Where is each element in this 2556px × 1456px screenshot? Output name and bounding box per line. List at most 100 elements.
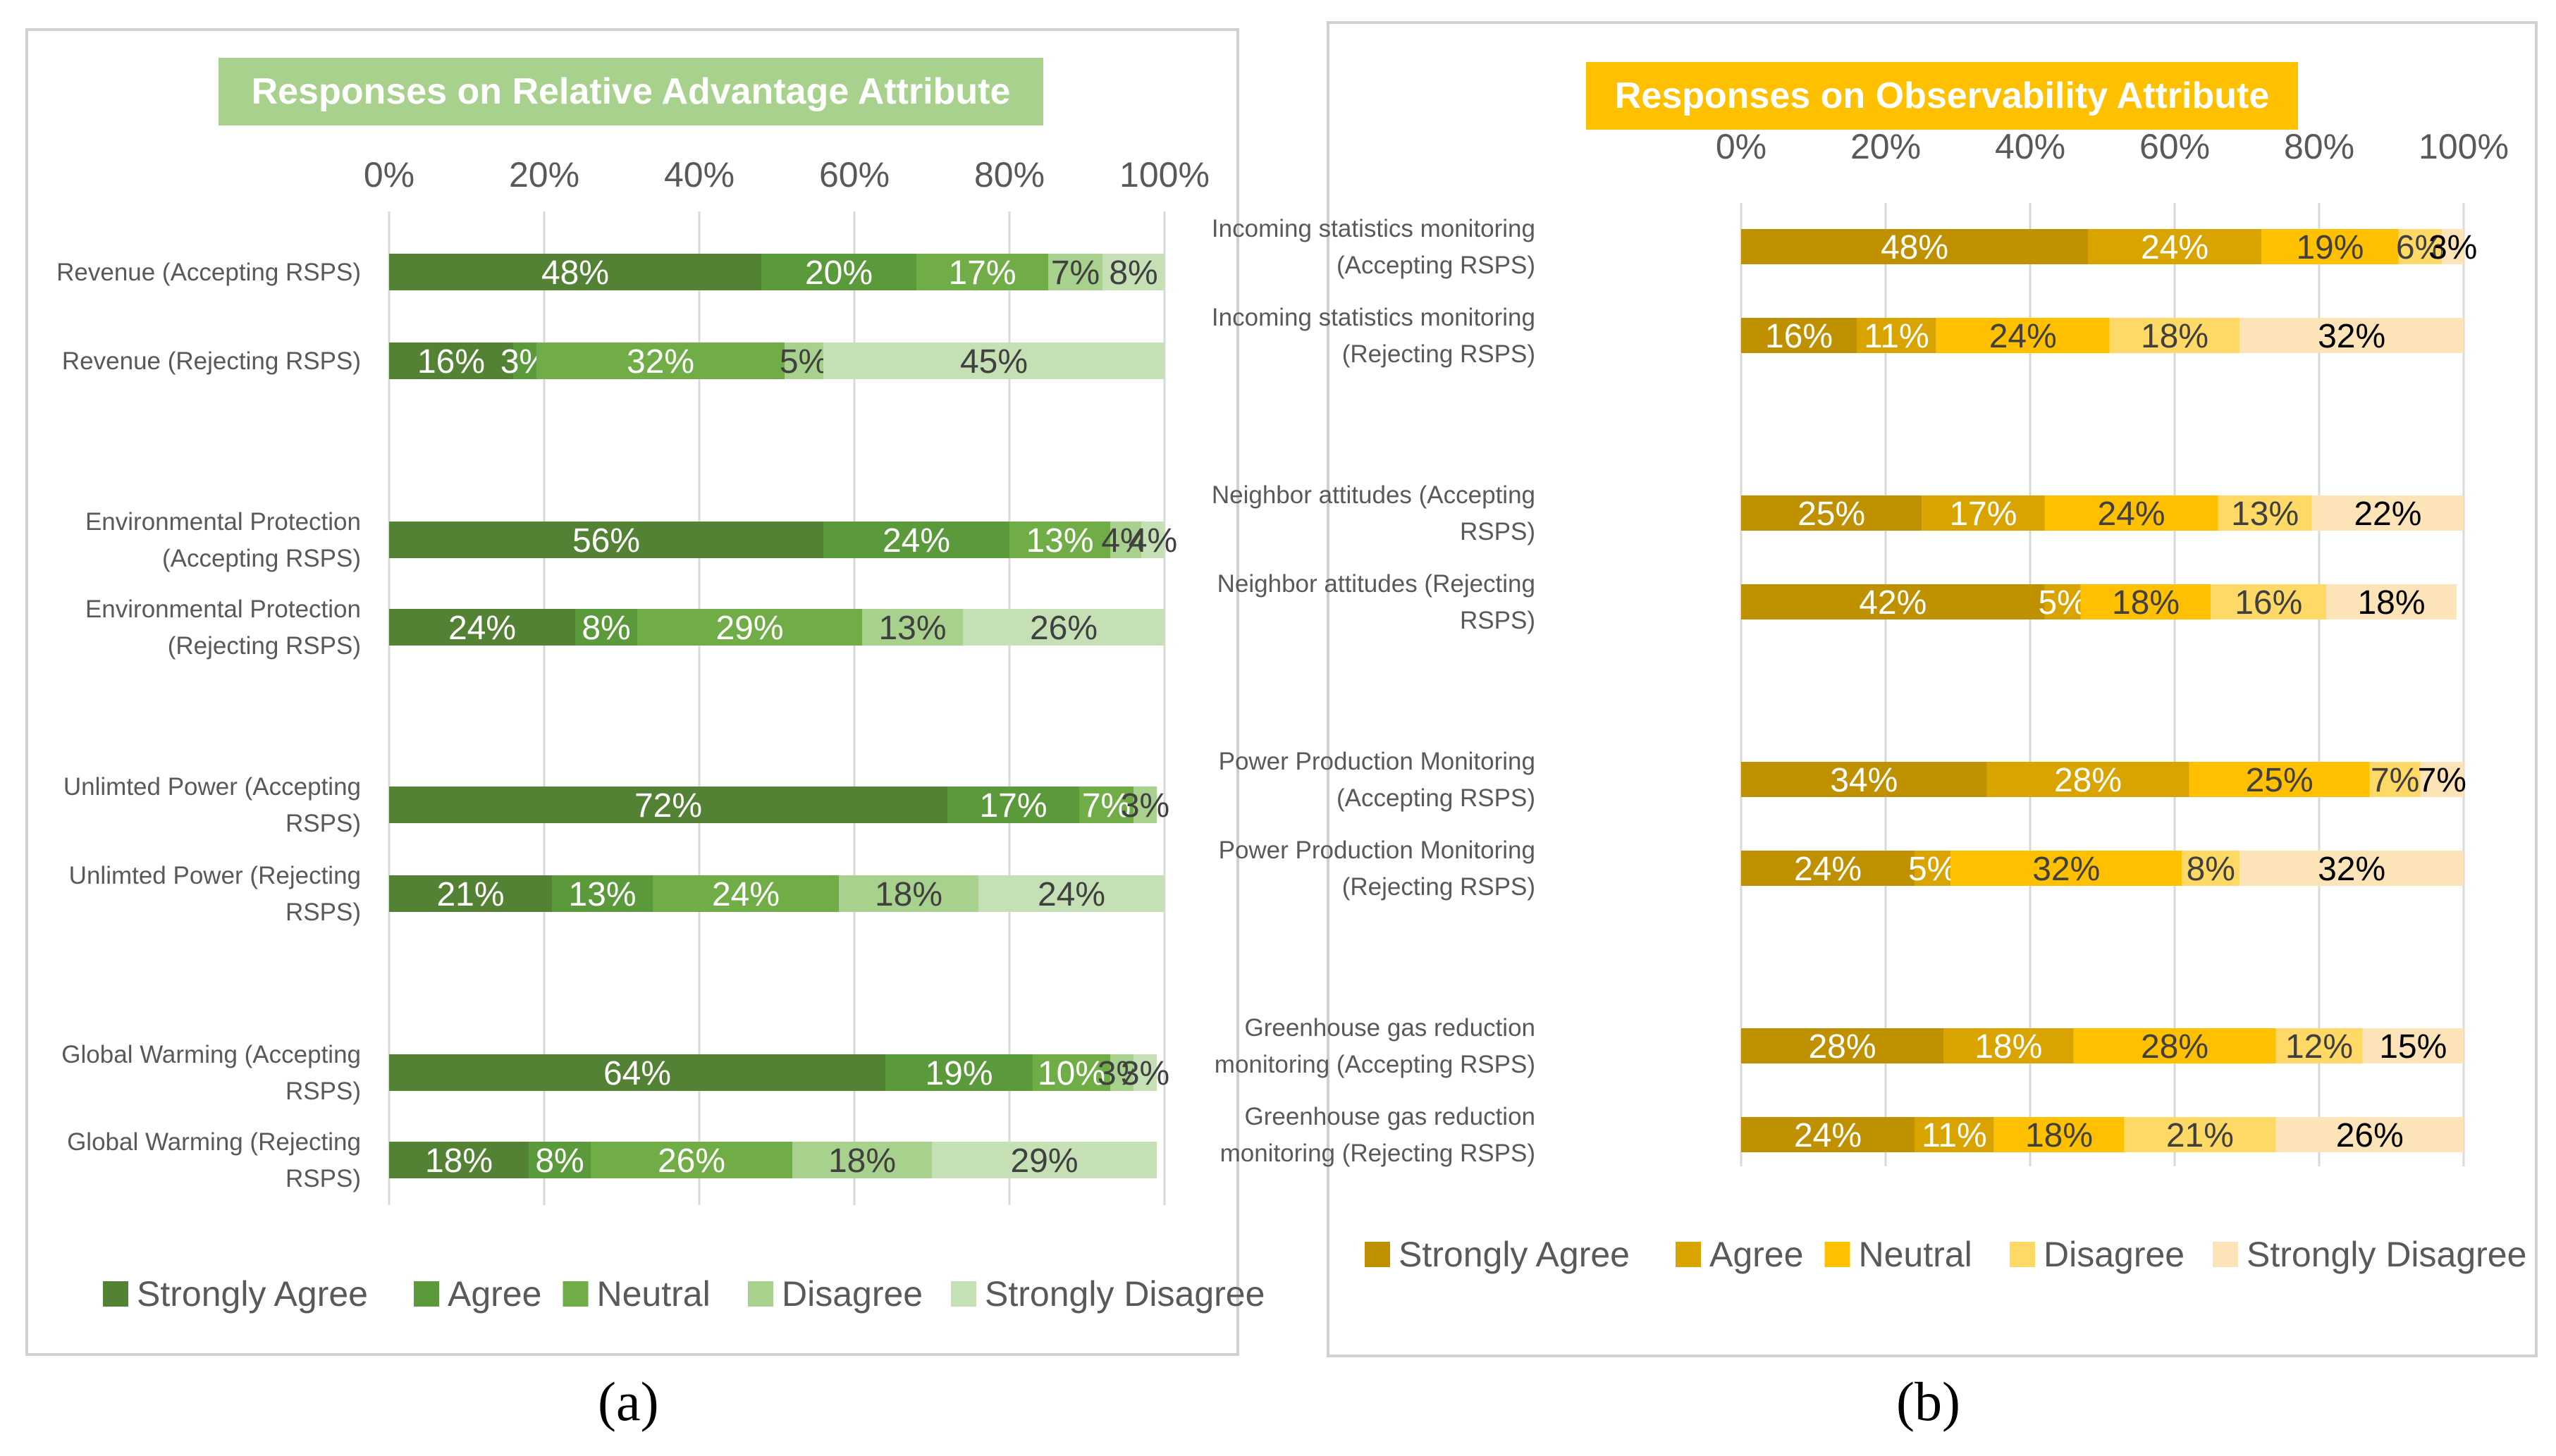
bar-a-4-3 [1133,786,1157,823]
bar-a-7-2 [591,1142,792,1178]
data-label-b-1-0: 16% [1765,318,1833,355]
data-label-b-6-1: 18% [1974,1028,2042,1066]
data-label-b-5-4: 32% [2318,851,2385,888]
category-label-a-3: Environmental Protection (Rejecting RSPS) [85,596,361,660]
data-label-b-0-3: 6% [2396,229,2445,266]
category-label-b-6: Greenhouse gas reduction monitoring (Acce… [1215,1014,1535,1078]
data-label-a-5-2: 24% [712,876,780,913]
data-label-a-4-0: 72% [634,787,702,825]
data-label-b-3-0: 42% [1859,584,1927,622]
legend-swatch-a-2 [563,1281,589,1307]
data-label-b-7-0: 24% [1794,1117,1862,1154]
data-label-a-2-2: 13% [1026,522,1093,560]
bar-b-5-0 [1741,851,1915,886]
data-label-a-4-1: 17% [979,787,1047,825]
data-label-b-6-3: 12% [2285,1028,2353,1066]
data-label-b-4-1: 28% [2054,762,2122,799]
bar-a-1-2 [536,343,785,379]
bar-a-2-0 [389,522,823,558]
data-label-b-2-4: 22% [2354,495,2421,533]
bar-b-2-4 [2311,495,2464,531]
legend-swatch-b-0 [1365,1242,1390,1267]
tick-label-b-3: 60% [2139,127,2210,166]
bar-a-2-3 [1110,522,1141,558]
bar-b-4-4 [2420,762,2464,797]
bar-a-0-1 [761,254,916,290]
category-label-b-7: Greenhouse gas reduction monitoring (Reje… [1220,1103,1535,1167]
legend-label-b-0: Strongly Agree [1399,1235,1630,1274]
bar-a-5-3 [839,875,978,912]
bar-b-6-4 [2362,1028,2464,1063]
bar-a-4-2 [1079,786,1133,823]
data-label-a-4-2: 7% [1082,787,1131,825]
bar-b-1-0 [1741,318,1857,353]
bar-b-6-3 [2275,1028,2363,1063]
tick-label-a-1: 20% [509,155,579,195]
bar-b-0-2 [2261,229,2399,264]
bar-b-6-0 [1741,1028,1943,1063]
data-label-a-3-4: 26% [1030,610,1098,647]
category-label-b-0: Incoming statistics monitoring (Accepting… [1212,215,1535,279]
data-label-a-6-4: 3% [1121,1055,1169,1092]
bar-b-4-3 [2369,762,2421,797]
data-label-b-0-4: 3% [2428,229,2477,266]
bar-a-3-2 [637,609,862,646]
data-label-a-6-0: 64% [603,1055,671,1092]
data-label-a-0-1: 20% [805,254,873,292]
data-label-b-7-1: 11% [1922,1117,1987,1154]
category-label-a-5: Unlimted Power (Rejecting RSPS) [69,862,361,926]
legend-label-b-3: Disagree [2044,1235,2185,1274]
caption-a-text: (a) [598,1371,659,1432]
bar-a-6-0 [389,1054,885,1091]
bar-b-0-0 [1741,229,2088,264]
bar-a-7-3 [792,1142,932,1178]
bar-b-2-2 [2044,495,2218,531]
data-label-b-7-3: 21% [2166,1117,2234,1154]
data-label-b-1-1: 11% [1864,318,1929,355]
legend-swatch-b-3 [2010,1242,2035,1267]
bar-b-4-2 [2189,762,2370,797]
bar-a-1-3 [785,343,823,379]
bar-b-3-0 [1741,584,2045,619]
bar-b-0-1 [2088,229,2261,264]
bar-a-7-0 [389,1142,529,1178]
data-label-b-4-2: 25% [2246,762,2314,799]
bar-a-6-4 [1133,1054,1157,1091]
data-label-b-4-3: 7% [2371,762,2419,799]
data-label-b-1-4: 32% [2318,318,2385,355]
chart-panel-a [25,28,1239,1356]
bar-b-1-1 [1857,318,1936,353]
bar-a-0-2 [916,254,1048,290]
bar-b-0-3 [2398,229,2443,264]
bar-b-3-1 [2044,584,2081,619]
bar-b-3-4 [2326,584,2457,619]
tick-label-a-0: 0% [364,155,414,195]
bar-a-4-0 [389,786,947,823]
data-label-a-1-0: 16% [417,343,485,381]
tick-label-b-2: 40% [1995,127,2065,166]
bar-b-7-3 [2124,1117,2276,1152]
data-label-b-2-3: 13% [2231,495,2299,533]
bar-b-3-2 [2080,584,2211,619]
data-label-b-3-3: 16% [2235,584,2302,622]
data-label-b-5-0: 24% [1794,851,1862,888]
bar-a-7-4 [932,1142,1157,1178]
category-label-a-4: Unlimted Power (Accepting RSPS) [63,773,361,837]
bar-b-7-1 [1915,1117,1994,1152]
bar-b-4-1 [1986,762,2189,797]
data-label-a-7-0: 18% [425,1142,493,1180]
bar-a-2-4 [1141,522,1165,558]
data-label-a-7-2: 26% [658,1142,725,1180]
bar-a-0-4 [1102,254,1165,290]
legend-label-a-3: Disagree [782,1274,923,1314]
bar-a-1-4 [823,343,1165,379]
bar-b-1-3 [2109,318,2240,353]
bar-b-6-1 [1943,1028,2074,1063]
legend-label-a-1: Agree [448,1274,541,1314]
data-label-b-5-2: 32% [2032,851,2100,888]
bar-b-0-4 [2442,229,2464,264]
category-label-a-6: Global Warming (Accepting RSPS) [61,1041,361,1105]
bar-b-2-3 [2218,495,2312,531]
data-label-a-5-3: 18% [875,876,942,913]
